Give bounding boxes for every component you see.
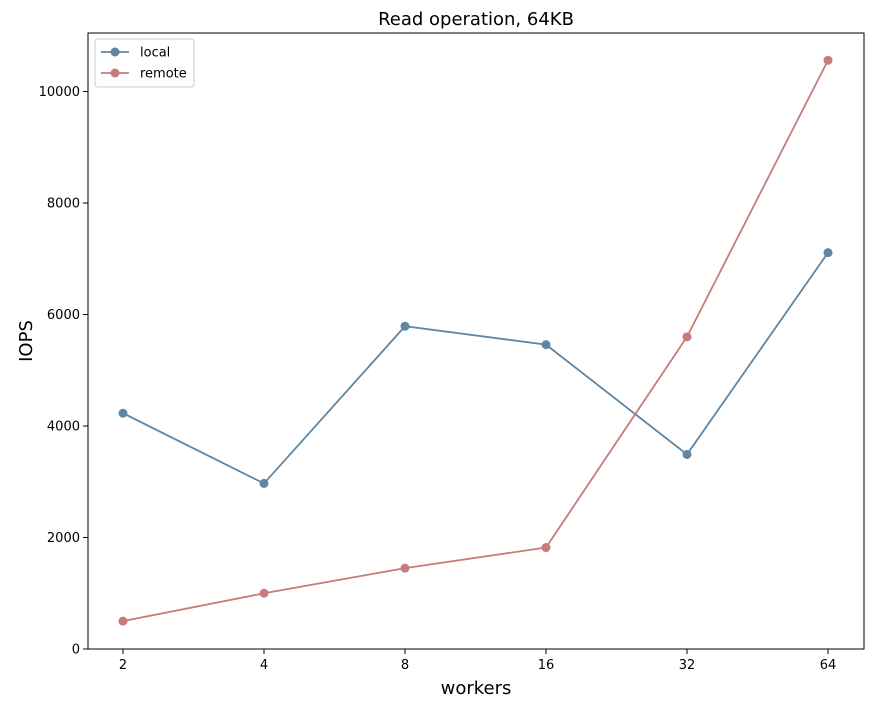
data-point-remote (259, 588, 269, 598)
data-point-local (541, 340, 551, 350)
legend-marker-remote (110, 68, 120, 78)
y-axis-title: IOPS (16, 320, 37, 362)
data-point-local (682, 449, 692, 459)
y-tick-label: 0 (72, 643, 80, 658)
data-point-local (118, 408, 128, 418)
data-point-local (400, 321, 410, 331)
legend-box (94, 38, 195, 88)
y-axis: 0 2000 4000 6000 8000 10000 (39, 85, 88, 658)
y-tick-label: 2000 (47, 531, 80, 546)
series-line-remote (122, 59, 829, 623)
y-tick-label: 4000 (47, 420, 80, 435)
x-tick-label: 64 (820, 658, 837, 673)
data-point-remote (541, 543, 551, 553)
data-point-remote (400, 563, 410, 573)
series-layer (118, 55, 833, 626)
data-point-remote (118, 616, 128, 626)
legend-label-local: local (140, 46, 170, 61)
data-point-remote (823, 55, 833, 65)
x-tick-label: 4 (260, 658, 268, 673)
chart-title: Read operation, 64KB (378, 9, 574, 30)
series-remote (118, 55, 833, 626)
y-tick-label: 6000 (47, 308, 80, 323)
data-point-local (259, 478, 269, 488)
data-point-remote (682, 332, 692, 342)
x-tick-label: 8 (401, 658, 409, 673)
x-tick-label: 2 (119, 658, 127, 673)
data-point-local (823, 248, 833, 258)
y-tick-label: 10000 (39, 85, 80, 100)
x-tick-label: 32 (679, 658, 696, 673)
x-axis-title: workers (441, 678, 512, 699)
legend-label-remote: remote (140, 67, 187, 82)
legend-marker-local (110, 47, 120, 57)
x-axis: 2 4 8 16 32 64 (119, 649, 836, 673)
series-line-local (122, 252, 829, 485)
y-tick-label: 8000 (47, 197, 80, 212)
series-local (118, 248, 833, 488)
legend: local remote (94, 38, 195, 88)
x-tick-label: 16 (538, 658, 555, 673)
plot-area (87, 32, 865, 650)
